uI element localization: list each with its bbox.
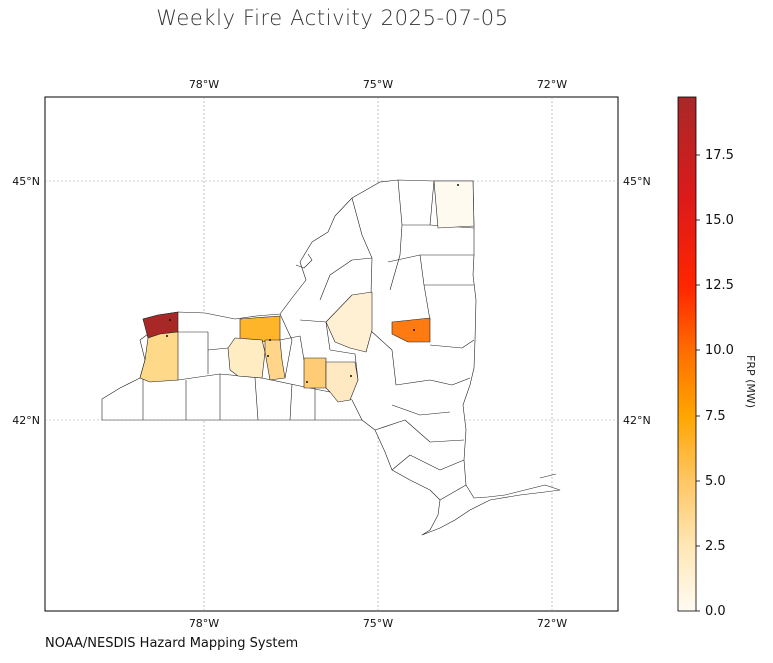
lon-tick-bottom-3: 72°W xyxy=(537,617,567,630)
county-ontario-yates xyxy=(239,315,281,343)
county-steuben-chemung xyxy=(303,357,327,389)
colorbar-tick-labels: 0.0 2.5 5.0 7.5 10.0 12.5 15.0 17.5 xyxy=(705,148,734,619)
lon-ticks-bottom: 78°W 75°W 72°W xyxy=(189,617,567,630)
fire-points xyxy=(166,184,459,383)
lon-tick-top-1: 78°W xyxy=(189,78,219,91)
lon-tick-bottom-2: 75°W xyxy=(363,617,393,630)
county-essex-herkimer xyxy=(391,317,431,343)
lat-ticks-left: 45°N 42°N xyxy=(12,175,40,427)
county-tompkins xyxy=(325,361,359,403)
lon-ticks-top: 78°W 75°W 72°W xyxy=(189,78,567,91)
cb-tick-0: 0.0 xyxy=(705,604,726,619)
lat-tick-right-2: 42°N xyxy=(623,414,651,427)
cb-tick-6: 15.0 xyxy=(705,213,734,228)
county-madison-chenango xyxy=(325,291,373,353)
cb-tick-5: 12.5 xyxy=(705,278,734,293)
lat-tick-right-1: 45°N xyxy=(623,175,651,188)
cb-tick-1: 2.5 xyxy=(705,539,726,554)
cb-tick-4: 10.0 xyxy=(705,343,734,358)
lat-tick-left-2: 42°N xyxy=(12,414,40,427)
colorbar-label: FRP (MW) xyxy=(744,355,757,409)
state-outline xyxy=(101,179,561,536)
lon-tick-top-2: 75°W xyxy=(363,78,393,91)
lat-ticks-right: 45°N 42°N xyxy=(623,175,651,427)
cb-tick-2: 5.0 xyxy=(705,474,726,489)
lon-tick-top-3: 72°W xyxy=(537,78,567,91)
county-clinton xyxy=(433,180,475,229)
data-source-credit: NOAA/NESDIS Hazard Mapping System xyxy=(45,636,299,651)
colorbar xyxy=(677,96,697,612)
cb-tick-7: 17.5 xyxy=(705,148,734,163)
chart-title: Weekly Fire Activity 2025-07-05 xyxy=(156,6,509,30)
lat-tick-left-1: 45°N xyxy=(12,175,40,188)
new-york-state xyxy=(101,179,561,536)
county-cayuga-seneca xyxy=(264,339,286,381)
county-livingston xyxy=(227,337,266,379)
cb-tick-3: 7.5 xyxy=(705,409,726,424)
lon-tick-bottom-1: 78°W xyxy=(189,617,219,630)
county-erie xyxy=(139,331,179,383)
colorbar-ticks xyxy=(696,154,700,612)
